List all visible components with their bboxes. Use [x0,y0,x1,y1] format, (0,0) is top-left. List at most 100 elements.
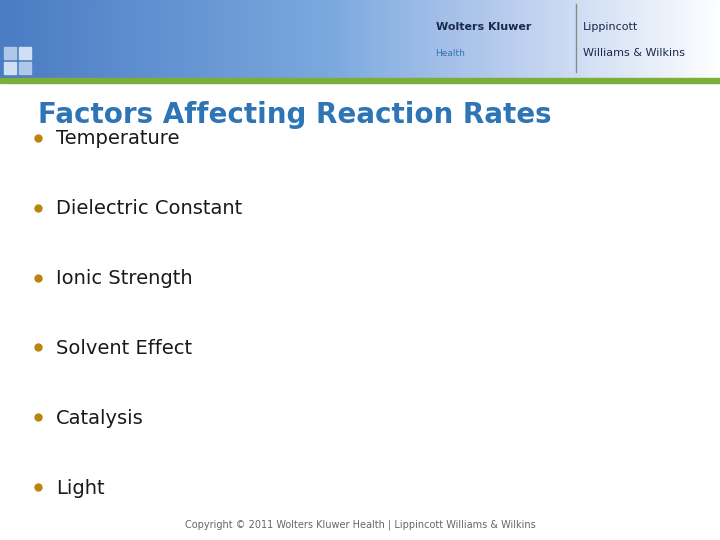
Bar [670,0,674,78]
Bar [565,0,570,78]
Bar [230,0,235,78]
Bar [346,0,350,78]
Bar [688,0,692,78]
Bar [482,0,487,78]
Bar [454,0,458,78]
Bar [29,0,33,78]
Bar [551,0,555,78]
Bar [378,0,382,78]
Bar [61,0,66,78]
Bar [655,0,660,78]
Bar [414,0,418,78]
Bar [342,0,346,78]
Bar [205,0,210,78]
Bar [18,0,22,78]
Bar [0,78,720,83]
Bar [324,0,328,78]
Bar [274,0,278,78]
Bar [619,0,624,78]
Bar [320,0,325,78]
Bar [590,0,595,78]
Bar [554,0,559,78]
Bar [666,0,670,78]
Bar [382,0,386,78]
Bar [101,0,105,78]
Bar [490,0,494,78]
Bar [241,0,246,78]
Bar [540,0,544,78]
Bar [335,0,339,78]
Bar [256,0,260,78]
Bar [443,0,447,78]
Bar [292,0,296,78]
Bar [158,0,163,78]
Bar [317,0,321,78]
Bar [115,0,120,78]
Bar [713,0,717,78]
Text: Dielectric Constant: Dielectric Constant [56,199,242,218]
Bar [407,0,411,78]
Bar [83,0,87,78]
Bar [263,0,267,78]
Bar [702,0,706,78]
Bar [439,0,444,78]
Bar [79,0,84,78]
Bar [662,0,667,78]
Bar [187,0,192,78]
Bar [547,0,552,78]
Bar [19,62,31,74]
Bar [25,0,30,78]
Bar [418,0,422,78]
Bar [212,0,217,78]
Bar [544,0,548,78]
Bar [58,0,62,78]
Bar [194,0,199,78]
Bar [252,0,256,78]
Bar [562,0,566,78]
Bar [464,0,469,78]
Bar [216,0,220,78]
Bar [270,0,274,78]
Bar [652,0,656,78]
Bar [281,0,285,78]
Bar [468,0,472,78]
Bar [479,0,483,78]
Text: Solvent Effect: Solvent Effect [56,339,192,358]
Bar [360,0,364,78]
Bar [22,0,26,78]
Bar [191,0,195,78]
Bar [472,0,476,78]
Bar [349,0,354,78]
Bar [659,0,663,78]
Bar [486,0,490,78]
Bar [32,0,37,78]
Bar [65,0,69,78]
Bar [518,0,523,78]
Bar [72,0,76,78]
Bar [529,0,534,78]
Bar [7,0,12,78]
Bar [313,0,318,78]
Bar [209,0,213,78]
Bar [515,0,519,78]
Bar [428,0,433,78]
Bar [90,0,94,78]
Bar [594,0,598,78]
Bar [266,0,271,78]
Bar [4,62,16,74]
Bar [43,0,48,78]
Bar [331,0,336,78]
Bar [698,0,703,78]
Text: Ionic Strength: Ionic Strength [56,269,193,288]
Bar [220,0,224,78]
Bar [248,0,253,78]
Bar [569,0,573,78]
Bar [684,0,688,78]
Bar [425,0,429,78]
Bar [0,0,4,78]
Bar [40,0,44,78]
Bar [396,0,400,78]
Text: Catalysis: Catalysis [56,409,144,428]
Bar [180,0,184,78]
Bar [504,0,508,78]
